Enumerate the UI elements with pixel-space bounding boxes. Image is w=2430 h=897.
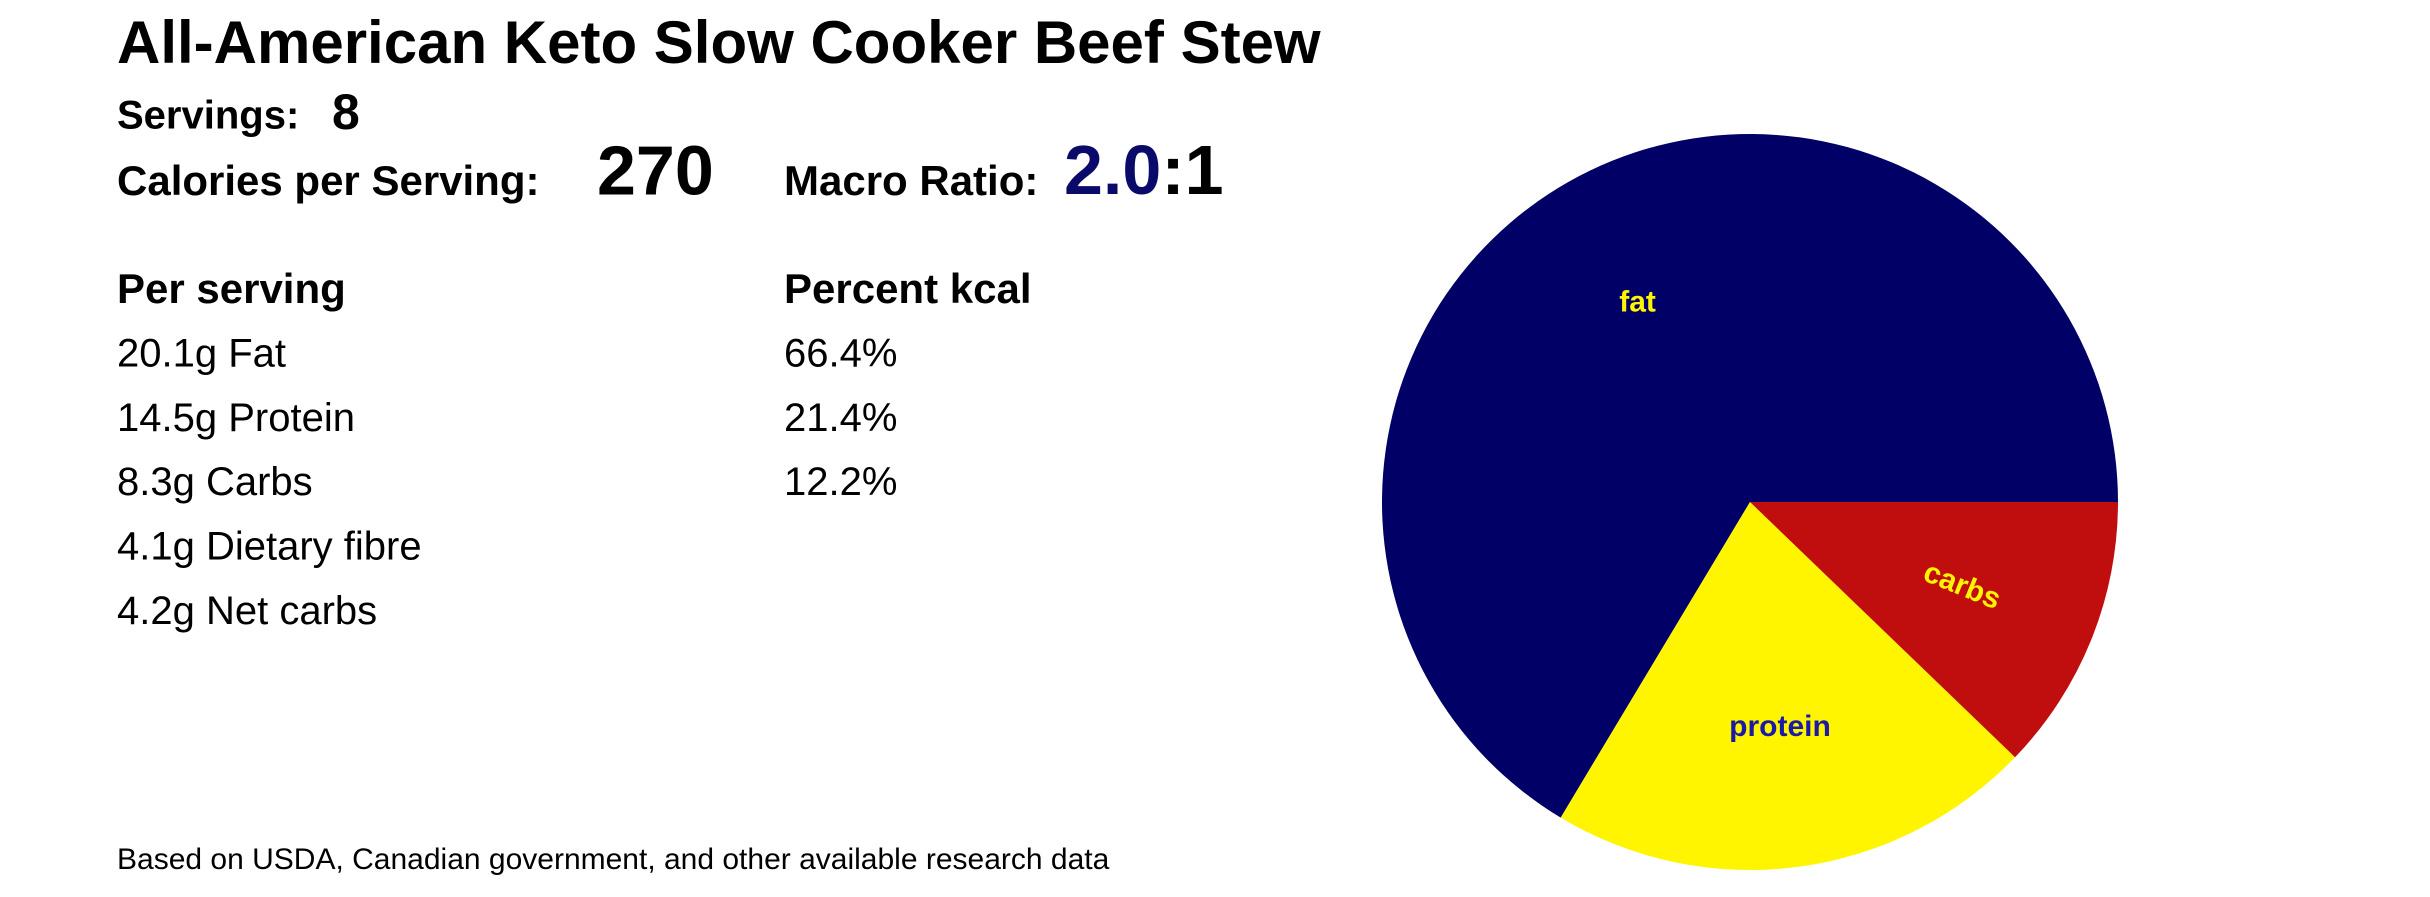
- ratio: 2.0:1: [1064, 131, 1224, 209]
- servings-label: Servings:: [117, 94, 299, 138]
- slice-label: fat: [1619, 285, 1656, 318]
- percent-kcal: 66.4%: [784, 332, 897, 376]
- table-header: Percent kcal: [784, 265, 1032, 312]
- per-serving-item: 20.1g Fat: [117, 332, 286, 376]
- servings-value: 8: [332, 84, 360, 140]
- pie-slice: [1560, 502, 2016, 871]
- pie-slice: [1750, 502, 2118, 758]
- per-serving-item: 14.5g Protein: [117, 396, 355, 440]
- percent-kcal: 12.2%: [784, 460, 897, 504]
- percent-kcal: 21.4%: [784, 396, 897, 440]
- calories-value: 270: [597, 131, 714, 209]
- title: All-American Keto Slow Cooker Beef Stew: [117, 9, 1321, 76]
- per-serving-item: 4.1g Dietary fibre: [117, 524, 422, 568]
- footer: Based on USDA, Canadian government, and …: [117, 843, 1110, 876]
- ratio-label: Macro Ratio:: [784, 157, 1038, 204]
- ratio-suffix: :1: [1161, 131, 1223, 209]
- ratio-value: 2.0: [1064, 131, 1161, 209]
- calories-label: Calories per Serving:: [117, 157, 539, 204]
- pie-slice: [1382, 134, 2118, 818]
- slice-label: protein: [1729, 710, 1831, 743]
- per-serving-item: 8.3g Carbs: [117, 460, 313, 504]
- table-header: Per serving: [117, 265, 346, 312]
- per-serving-item: 4.2g Net carbs: [117, 589, 377, 633]
